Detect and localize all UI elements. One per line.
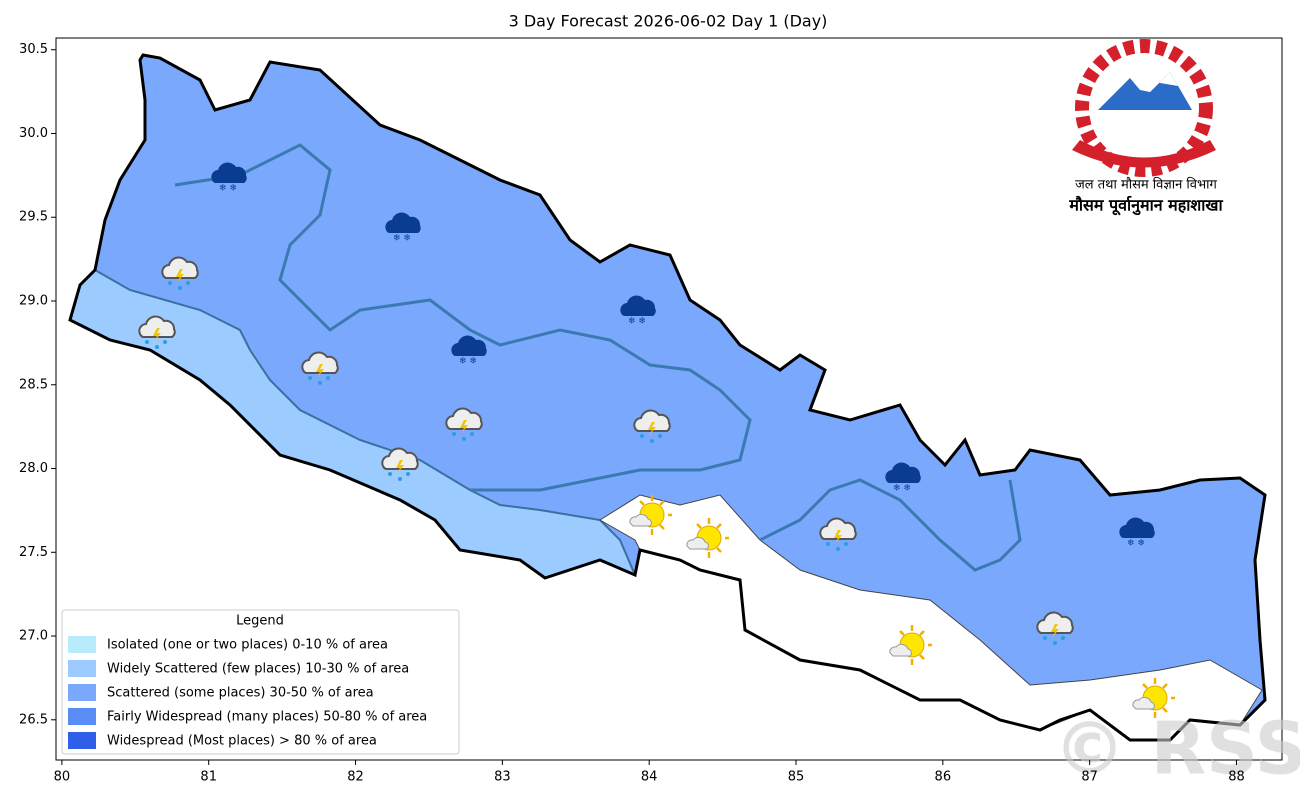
nepal-border [68, 53, 1267, 742]
y-tick-label: 30.5 [19, 42, 48, 57]
legend: Legend Isolated (one or two places) 0-10… [61, 609, 460, 755]
x-tick-label: 85 [788, 770, 805, 785]
legend-label: Scattered (some places) 30-50 % of area [107, 686, 374, 701]
legend-label: Isolated (one or two places) 0-10 % of a… [107, 638, 388, 653]
y-tick-label: 30.0 [19, 126, 48, 141]
legend-title: Legend [236, 614, 284, 629]
division-name: मौसम पूर्वानुमान महाशाखा [1068, 196, 1223, 216]
y-tick-label: 29.5 [19, 210, 48, 225]
legend-label: Widespread (Most places) > 80 % of area [107, 734, 377, 749]
y-tick-label: 26.5 [19, 712, 48, 727]
x-tick-label: 88 [1228, 770, 1245, 785]
logo: जल तथा मौसम विज्ञान विभाग मौसम पूर्वानुम… [1068, 39, 1224, 216]
legend-swatch [68, 636, 96, 653]
watermark: © RSS [1054, 707, 1300, 791]
x-tick-label: 80 [54, 770, 71, 785]
legend-swatch [68, 660, 96, 677]
legend-box [61, 609, 460, 755]
department-name: जल तथा मौसम विज्ञान विभाग [1075, 177, 1217, 193]
x-tick-label: 81 [200, 770, 217, 785]
map [68, 53, 1267, 742]
y-tick-label: 27.0 [19, 629, 48, 644]
y-tick-label: 29.0 [19, 294, 48, 309]
legend-swatch [68, 684, 96, 701]
nepal-region [70, 55, 1265, 740]
province-boundary [759, 478, 1022, 572]
y-tick-label: 28.5 [19, 377, 48, 392]
legend-label: Fairly Widespread (many places) 50-80 % … [107, 710, 427, 725]
x-tick-label: 82 [347, 770, 364, 785]
logo-snow [1130, 72, 1178, 92]
logo-wreath [1075, 39, 1213, 177]
legend-swatch [68, 732, 96, 749]
logo-ribbon [1072, 140, 1216, 168]
x-tick-label: 83 [494, 770, 511, 785]
chart-title: 3 Day Forecast 2026-06-02 Day 1 (Day) [509, 12, 828, 31]
province-boundary [174, 143, 752, 492]
y-tick-label: 27.5 [19, 545, 48, 560]
legend-label: Widely Scattered (few places) 10-30 % of… [107, 662, 409, 677]
x-tick-label: 84 [641, 770, 658, 785]
y-tick-label: 28.0 [19, 461, 48, 476]
plot-frame [55, 37, 1283, 761]
legend-swatch [68, 708, 96, 725]
x-tick-label: 87 [1081, 770, 1098, 785]
x-tick-label: 86 [935, 770, 952, 785]
